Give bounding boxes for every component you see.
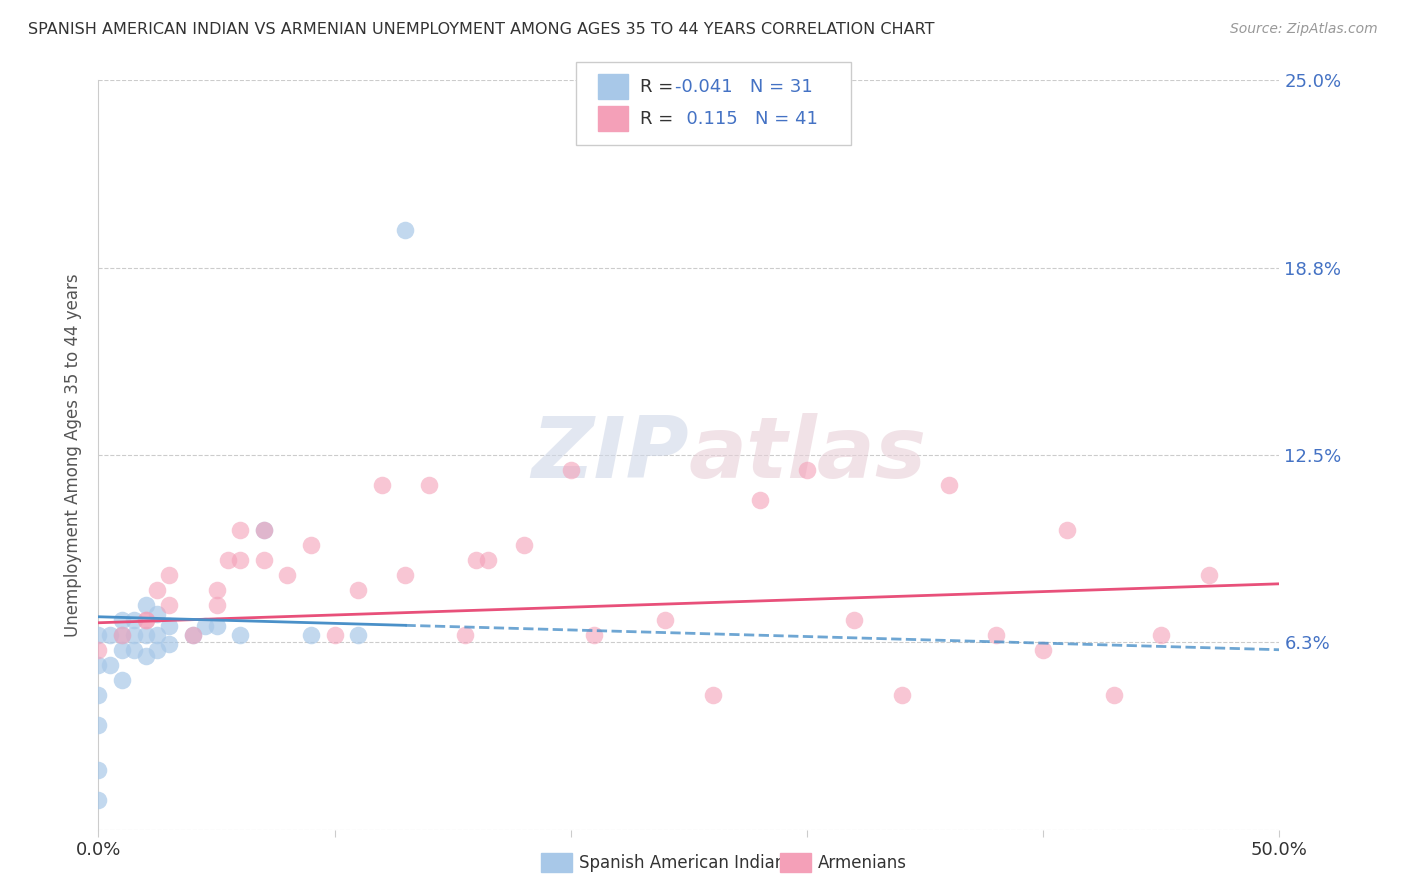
Point xyxy=(87,628,110,642)
Point xyxy=(654,613,676,627)
Point xyxy=(111,613,134,627)
Point xyxy=(135,648,157,663)
Point xyxy=(299,628,322,642)
Text: Armenians: Armenians xyxy=(818,854,907,871)
Point xyxy=(122,628,145,642)
Point xyxy=(984,628,1007,642)
Point xyxy=(87,763,110,777)
Point xyxy=(229,628,252,642)
Point xyxy=(205,619,228,633)
Text: Source: ZipAtlas.com: Source: ZipAtlas.com xyxy=(1230,22,1378,37)
Point xyxy=(796,463,818,477)
Point xyxy=(135,613,157,627)
Point xyxy=(394,567,416,582)
Point xyxy=(477,553,499,567)
Point xyxy=(371,478,394,492)
Point xyxy=(157,619,180,633)
Point xyxy=(347,582,370,597)
Point xyxy=(87,657,110,672)
Text: -0.041   N = 31: -0.041 N = 31 xyxy=(675,78,813,95)
Point xyxy=(890,688,912,702)
Point xyxy=(157,598,180,612)
Point xyxy=(1056,523,1078,537)
Point xyxy=(135,613,157,627)
Point xyxy=(135,628,157,642)
Point xyxy=(181,628,204,642)
Point xyxy=(1150,628,1173,642)
Point xyxy=(253,523,276,537)
Point xyxy=(122,613,145,627)
Point xyxy=(157,567,180,582)
Point xyxy=(323,628,346,642)
Point xyxy=(205,598,228,612)
Point xyxy=(146,607,169,621)
Text: ZIP: ZIP xyxy=(531,413,689,497)
Text: 0.115   N = 41: 0.115 N = 41 xyxy=(675,110,818,128)
Point xyxy=(87,792,110,806)
Point xyxy=(1102,688,1125,702)
Text: R =: R = xyxy=(640,78,679,95)
Point xyxy=(560,463,582,477)
Point xyxy=(135,598,157,612)
Point xyxy=(512,538,534,552)
Point xyxy=(1198,567,1220,582)
Point xyxy=(181,628,204,642)
Point xyxy=(87,688,110,702)
Point xyxy=(229,523,252,537)
Point xyxy=(253,523,276,537)
Point xyxy=(453,628,475,642)
Point xyxy=(111,673,134,687)
Point xyxy=(87,642,110,657)
Point xyxy=(938,478,960,492)
Point xyxy=(98,657,121,672)
Point xyxy=(418,478,440,492)
Point xyxy=(194,619,217,633)
Point xyxy=(702,688,724,702)
Text: SPANISH AMERICAN INDIAN VS ARMENIAN UNEMPLOYMENT AMONG AGES 35 TO 44 YEARS CORRE: SPANISH AMERICAN INDIAN VS ARMENIAN UNEM… xyxy=(28,22,935,37)
Y-axis label: Unemployment Among Ages 35 to 44 years: Unemployment Among Ages 35 to 44 years xyxy=(65,273,83,637)
Point xyxy=(465,553,488,567)
Point xyxy=(217,553,239,567)
Point xyxy=(157,637,180,651)
Point xyxy=(844,613,866,627)
Text: Spanish American Indians: Spanish American Indians xyxy=(579,854,794,871)
Point xyxy=(146,642,169,657)
Point xyxy=(276,567,298,582)
Text: R =: R = xyxy=(640,110,679,128)
Point xyxy=(347,628,370,642)
Point xyxy=(205,582,228,597)
Point xyxy=(122,642,145,657)
Point xyxy=(583,628,606,642)
Point xyxy=(111,628,134,642)
Point xyxy=(111,642,134,657)
Point xyxy=(111,628,134,642)
Point xyxy=(394,223,416,237)
Point xyxy=(87,717,110,731)
Point xyxy=(748,492,770,507)
Point xyxy=(146,628,169,642)
Text: atlas: atlas xyxy=(689,413,927,497)
Point xyxy=(229,553,252,567)
Point xyxy=(98,628,121,642)
Point xyxy=(299,538,322,552)
Point xyxy=(1032,642,1054,657)
Point xyxy=(253,553,276,567)
Point xyxy=(146,582,169,597)
